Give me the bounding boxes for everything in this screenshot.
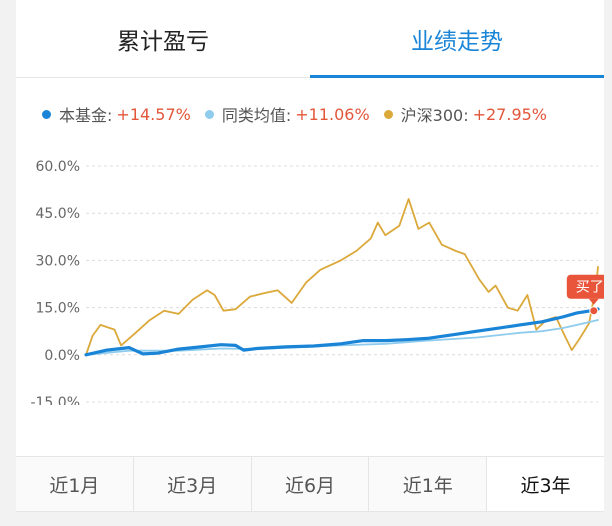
legend-value-csi300: +27.95% [472,104,548,124]
buy-marker-label: 买了 [576,280,604,296]
y-tick-label: 45.0% [36,206,80,222]
period-tab-1-year[interactable]: 近1年 [369,457,488,511]
y-tick-label: 60.0% [36,159,80,175]
y-tick-label: -15.0% [30,395,80,405]
legend-item-fund: 本基金: +14.57% [42,102,191,126]
period-tab-1-year-label: 近1年 [402,474,453,497]
y-tick-label: 0.0% [44,348,80,364]
legend-name-peer-average: 同类均值: [221,106,292,125]
legend-dot-peer-average [204,109,214,119]
peer-average-line [85,319,599,356]
period-tab-1-month-label: 近1月 [49,474,100,497]
period-tab-3-months-label: 近3月 [167,474,218,497]
legend-name-fund: 本基金: [59,106,113,125]
period-tab-6-months-label: 近6月 [284,474,336,497]
period-tab-3-months[interactable]: 近3月 [134,457,252,511]
x-tick-label: 2016-03-01 [70,404,151,405]
buy-marker-pointer [588,298,599,305]
buy-point-dot [589,306,599,316]
y-tick-label: 30.0% [36,253,80,269]
tab-performance-trend[interactable]: 业绩走势 [310,0,604,78]
period-tab-3-years-label: 近3年 [520,474,571,497]
y-tick-label: 15.0% [36,301,80,317]
left-edge [0,0,16,526]
buy-marker-badge [566,274,604,299]
legend-value-peer-average: +11.06% [295,104,370,124]
legend-dot-csi300 [383,109,393,119]
period-tab-1-month[interactable]: 近1月 [16,457,134,511]
legend-name-csi300: 沪深300: [400,106,469,125]
legend-item-csi300: 沪深300: +27.95% [383,102,548,126]
tab-cumulative-profit-loss[interactable]: 累计盈亏 [16,0,310,77]
legend-dot-fund [42,109,51,119]
period-tab-3-years[interactable]: 近3年 [487,457,604,511]
right-edge [604,0,612,526]
x-tick-label: 2017-08-28 [300,404,381,405]
legend-item-peer-average: 同类均值: +11.06% [204,102,370,126]
csi300-line [85,198,599,356]
legend-value-fund: +14.57% [116,104,191,124]
period-tab-6-months[interactable]: 近6月 [252,457,370,511]
period-tab-bar: 近1月 近3月 近6月 近1年 近3年 [16,456,604,512]
tab-performance-trend-label: 业绩走势 [411,28,503,55]
x-tick-label: 2019-03-01 [517,404,598,405]
tab-cumulative-profit-loss-label: 累计盈亏 [117,28,209,55]
top-tab-bar: 累计盈亏 业绩走势 [16,0,604,78]
chart-legend: 本基金: +14.57% 同类均值: +11.06% 沪深300: +27.95… [42,102,561,126]
fund-line [84,307,600,357]
performance-line-chart[interactable]: 60.0% 45.0% 30.0% 15.0% 0.0% -15.0%2016-03-01… [16,140,604,405]
bottom-strip [16,512,604,526]
